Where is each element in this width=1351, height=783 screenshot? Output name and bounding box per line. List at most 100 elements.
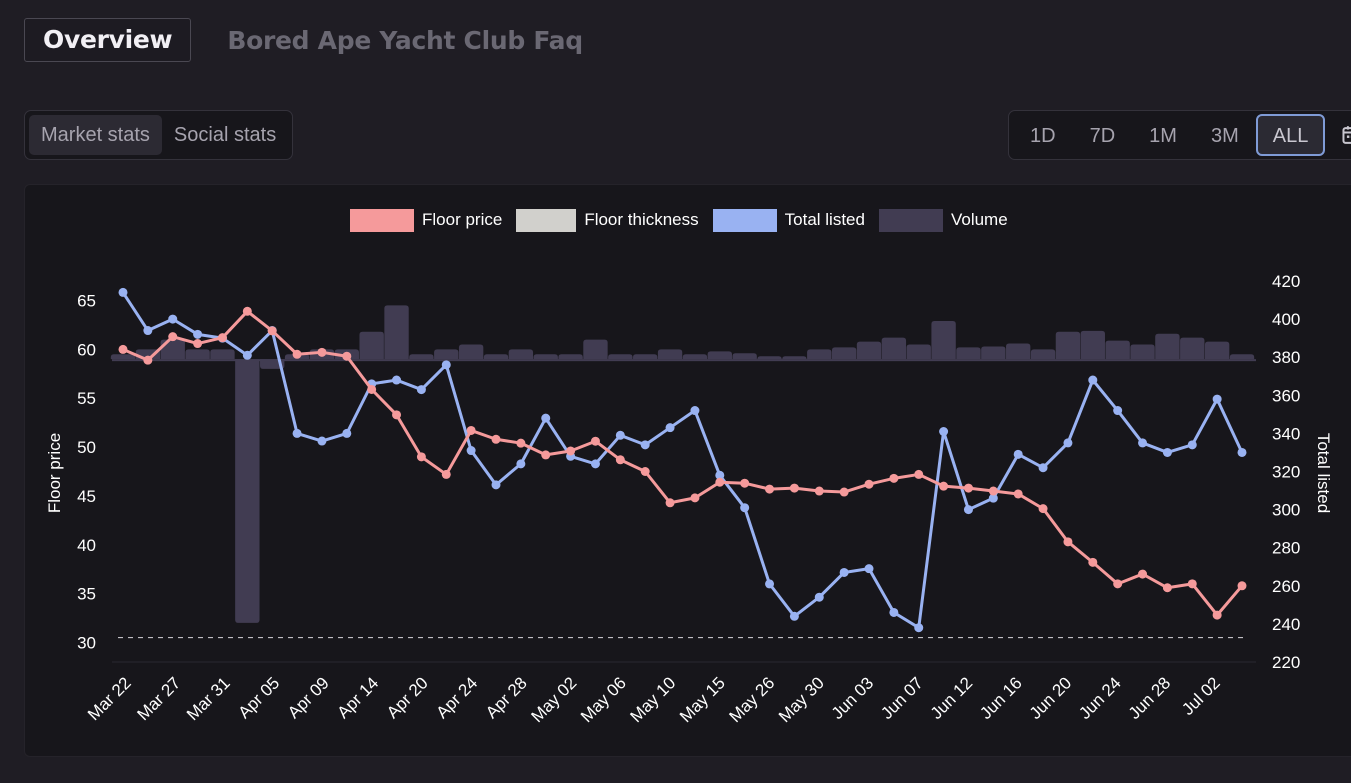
y-tick-label: 35	[77, 585, 96, 604]
volume-bar	[1229, 354, 1255, 360]
social-stats-tab[interactable]: Social stats	[173, 124, 277, 146]
range-3m-button[interactable]: 3M	[1210, 125, 1239, 147]
floor-price-line	[122, 309, 1244, 617]
legend-floor-price-swatch	[350, 208, 414, 232]
floor-price-point	[566, 446, 576, 456]
floor-price-point	[317, 347, 327, 357]
legend-volume[interactable]: Volume	[878, 208, 1008, 232]
floor-price-point	[367, 384, 377, 394]
range-1d-button[interactable]: 1D	[1030, 125, 1056, 147]
total-listed-point	[441, 360, 451, 370]
y2-axis-title: Total listed	[1314, 433, 1333, 513]
volume-bar	[409, 354, 434, 360]
x-tick-label: May 06	[577, 673, 630, 726]
market-stats-tab[interactable]: Market stats	[29, 115, 162, 155]
legend-floor-price[interactable]: Floor price	[350, 208, 503, 232]
legend-volume-label: Volume	[950, 210, 1008, 229]
total-listed-point	[789, 611, 799, 621]
x-tick-label: May 15	[676, 673, 729, 726]
floor-price-point	[541, 450, 551, 460]
floor-price-point	[168, 332, 178, 342]
volume-bar	[956, 347, 981, 360]
total-listed-point	[864, 564, 874, 574]
total-listed-point	[1113, 406, 1123, 416]
floor-price-point	[864, 479, 874, 489]
volume-bar	[682, 354, 708, 360]
volume-bar	[508, 349, 534, 360]
legend-floor-price-label: Floor price	[422, 210, 503, 229]
volume-bar	[1180, 337, 1205, 360]
total-listed-point	[1162, 447, 1172, 457]
floor-price-point	[392, 410, 402, 420]
volume-bar	[608, 354, 633, 360]
y2-tick-label: 220	[1272, 653, 1300, 672]
floor-price-point	[765, 484, 775, 494]
floor-price-point	[1237, 581, 1247, 591]
x-tick-label: Jun 12	[927, 673, 977, 723]
y-tick-label: 65	[77, 292, 96, 311]
volume-bar	[1006, 343, 1031, 360]
floor-price-point	[839, 487, 849, 497]
tab-faq[interactable]: Bored Ape Yacht Club Faq	[227, 25, 583, 55]
legend-floor-thickness-label: Floor thickness	[584, 210, 699, 229]
range-1m-button[interactable]: 1M	[1149, 125, 1177, 147]
volume-bar	[359, 331, 384, 360]
stats-switch: Market stats Social stats	[24, 110, 294, 160]
volume-bar	[558, 354, 583, 360]
floor-price-point	[963, 483, 973, 493]
total-listed-point	[392, 375, 402, 385]
total-listed-point	[516, 459, 526, 469]
x-tick-label: Mar 22	[84, 673, 135, 724]
tab-overview[interactable]: Overview	[24, 18, 192, 62]
volume-bar	[757, 356, 782, 360]
x-tick-label: Apr 05	[234, 673, 283, 722]
total-listed-point	[963, 505, 973, 515]
floor-price-point	[715, 477, 725, 487]
total-listed-point	[491, 480, 501, 490]
floor-price-point	[615, 455, 625, 465]
total-listed-point	[690, 406, 700, 416]
x-tick-label: May 30	[775, 673, 828, 726]
volume-bar	[483, 354, 509, 360]
y2-tick-label: 320	[1272, 463, 1300, 482]
floor-price-point	[1088, 557, 1098, 567]
legend-total-listed-label: Total listed	[784, 210, 865, 229]
volume-bar	[1155, 333, 1180, 360]
x-tick-label: Jul 02	[1178, 673, 1224, 719]
total-listed-point	[1063, 438, 1073, 448]
total-listed-point	[1212, 394, 1222, 404]
floor-price-point	[590, 436, 600, 446]
y2-tick-label: 420	[1272, 272, 1300, 291]
floor-price-point	[1113, 579, 1123, 589]
range-7d-button[interactable]: 7D	[1089, 125, 1116, 147]
volume-bar	[881, 337, 907, 360]
volume-bar	[1030, 349, 1056, 360]
calendar-icon[interactable]	[1341, 124, 1351, 146]
volume-bar	[931, 321, 956, 360]
volume-bar	[807, 349, 832, 360]
floor-price-point	[466, 425, 476, 435]
y-tick-label: 40	[77, 536, 96, 555]
volume-bar	[1080, 330, 1105, 360]
range-all-button[interactable]: ALL	[1255, 114, 1326, 156]
total-listed-point	[1237, 447, 1247, 457]
y2-tick-label: 260	[1272, 577, 1300, 596]
volume-bar	[1204, 341, 1230, 360]
floor-price-point	[1162, 583, 1172, 593]
volume-bar	[110, 354, 136, 360]
y-tick-label: 55	[77, 389, 96, 408]
x-tick-label: May 10	[626, 673, 679, 726]
volume-bar	[633, 354, 658, 360]
total-listed-point	[1187, 440, 1197, 450]
total-listed-point	[242, 350, 252, 360]
y2-tick-label: 300	[1272, 501, 1300, 520]
legend-floor-thickness[interactable]: Floor thickness	[516, 208, 699, 232]
legend-volume-swatch	[878, 208, 943, 232]
floor-price-point	[1187, 579, 1197, 589]
legend-total-listed[interactable]: Total listed	[712, 208, 865, 232]
y-axis-title: Floor price	[45, 433, 64, 513]
floor-price-point	[1212, 610, 1222, 620]
x-tick-label: Jun 03	[828, 673, 878, 723]
floor-price-point	[640, 467, 650, 476]
total-listed-point	[740, 503, 750, 513]
